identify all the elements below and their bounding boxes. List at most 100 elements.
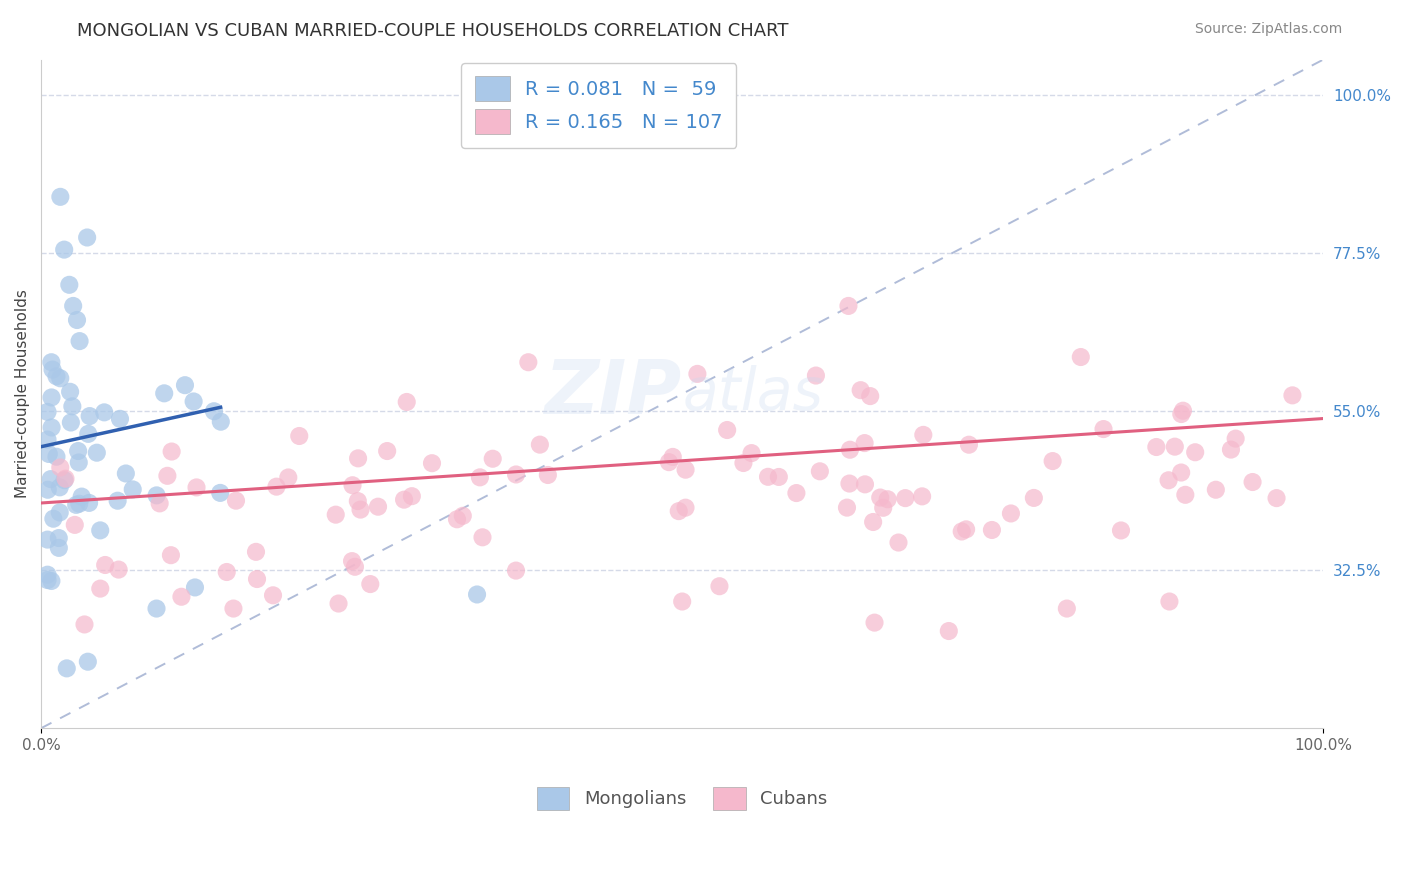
Point xyxy=(63,517,86,532)
Point xyxy=(839,442,862,457)
Point xyxy=(446,512,468,526)
Point xyxy=(420,456,443,470)
Point xyxy=(853,477,876,491)
Point xyxy=(225,493,247,508)
Point xyxy=(471,530,494,544)
Point xyxy=(153,386,176,401)
Point xyxy=(209,415,232,429)
Point xyxy=(94,558,117,572)
Point xyxy=(853,436,876,450)
Point xyxy=(671,594,693,608)
Point xyxy=(343,559,366,574)
Point xyxy=(957,438,980,452)
Point xyxy=(215,565,238,579)
Point xyxy=(529,437,551,451)
Point xyxy=(41,391,63,405)
Point xyxy=(837,299,859,313)
Point xyxy=(876,492,898,507)
Point xyxy=(912,428,935,442)
Point xyxy=(67,444,90,458)
Point xyxy=(395,395,418,409)
Point xyxy=(76,230,98,244)
Point xyxy=(65,498,87,512)
Point xyxy=(93,405,115,419)
Point xyxy=(1159,594,1181,608)
Point xyxy=(392,492,415,507)
Point xyxy=(1170,407,1192,421)
Point xyxy=(716,423,738,437)
Point xyxy=(1000,507,1022,521)
Point xyxy=(733,456,755,470)
Legend: Mongolians, Cubans: Mongolians, Cubans xyxy=(524,774,841,822)
Point xyxy=(66,313,89,327)
Point xyxy=(160,444,183,458)
Point xyxy=(53,473,76,487)
Point xyxy=(41,355,63,369)
Point xyxy=(77,496,100,510)
Point xyxy=(401,489,423,503)
Point xyxy=(37,433,59,447)
Point xyxy=(1184,445,1206,459)
Point xyxy=(537,468,560,483)
Point xyxy=(38,447,60,461)
Point xyxy=(262,588,284,602)
Point xyxy=(48,480,70,494)
Point xyxy=(1157,473,1180,487)
Point xyxy=(662,450,685,464)
Point xyxy=(37,405,59,419)
Point xyxy=(349,502,371,516)
Point xyxy=(1056,601,1078,615)
Point xyxy=(49,371,72,385)
Point xyxy=(59,384,82,399)
Point xyxy=(785,486,807,500)
Point xyxy=(186,480,208,494)
Point xyxy=(517,355,540,369)
Point xyxy=(505,467,527,482)
Point xyxy=(79,409,101,423)
Point xyxy=(170,590,193,604)
Point xyxy=(835,500,858,515)
Point xyxy=(1092,422,1115,436)
Point xyxy=(58,277,80,292)
Point xyxy=(1174,488,1197,502)
Point xyxy=(887,535,910,549)
Point xyxy=(756,470,779,484)
Point xyxy=(37,533,59,547)
Point xyxy=(849,383,872,397)
Point xyxy=(107,563,129,577)
Point xyxy=(340,554,363,568)
Point xyxy=(277,470,299,484)
Point xyxy=(121,483,143,497)
Y-axis label: Married-couple Households: Married-couple Households xyxy=(15,290,30,499)
Text: atlas: atlas xyxy=(682,366,823,423)
Point xyxy=(86,446,108,460)
Point xyxy=(869,491,891,505)
Point xyxy=(55,661,77,675)
Point xyxy=(808,464,831,478)
Point xyxy=(202,404,225,418)
Point xyxy=(45,450,67,464)
Point xyxy=(59,416,82,430)
Point xyxy=(1164,440,1187,454)
Point xyxy=(42,512,65,526)
Point xyxy=(1022,491,1045,505)
Point xyxy=(48,531,70,545)
Point xyxy=(73,617,96,632)
Point xyxy=(149,496,172,510)
Point xyxy=(145,488,167,502)
Point xyxy=(675,463,697,477)
Point xyxy=(465,587,488,601)
Point xyxy=(505,564,527,578)
Point xyxy=(39,472,62,486)
Point xyxy=(804,368,827,383)
Point xyxy=(1109,524,1132,538)
Point xyxy=(45,369,67,384)
Point xyxy=(48,505,70,519)
Point xyxy=(107,493,129,508)
Point xyxy=(55,472,77,486)
Point xyxy=(76,655,98,669)
Point xyxy=(108,412,131,426)
Point xyxy=(862,515,884,529)
Point xyxy=(37,483,59,497)
Point xyxy=(468,470,491,484)
